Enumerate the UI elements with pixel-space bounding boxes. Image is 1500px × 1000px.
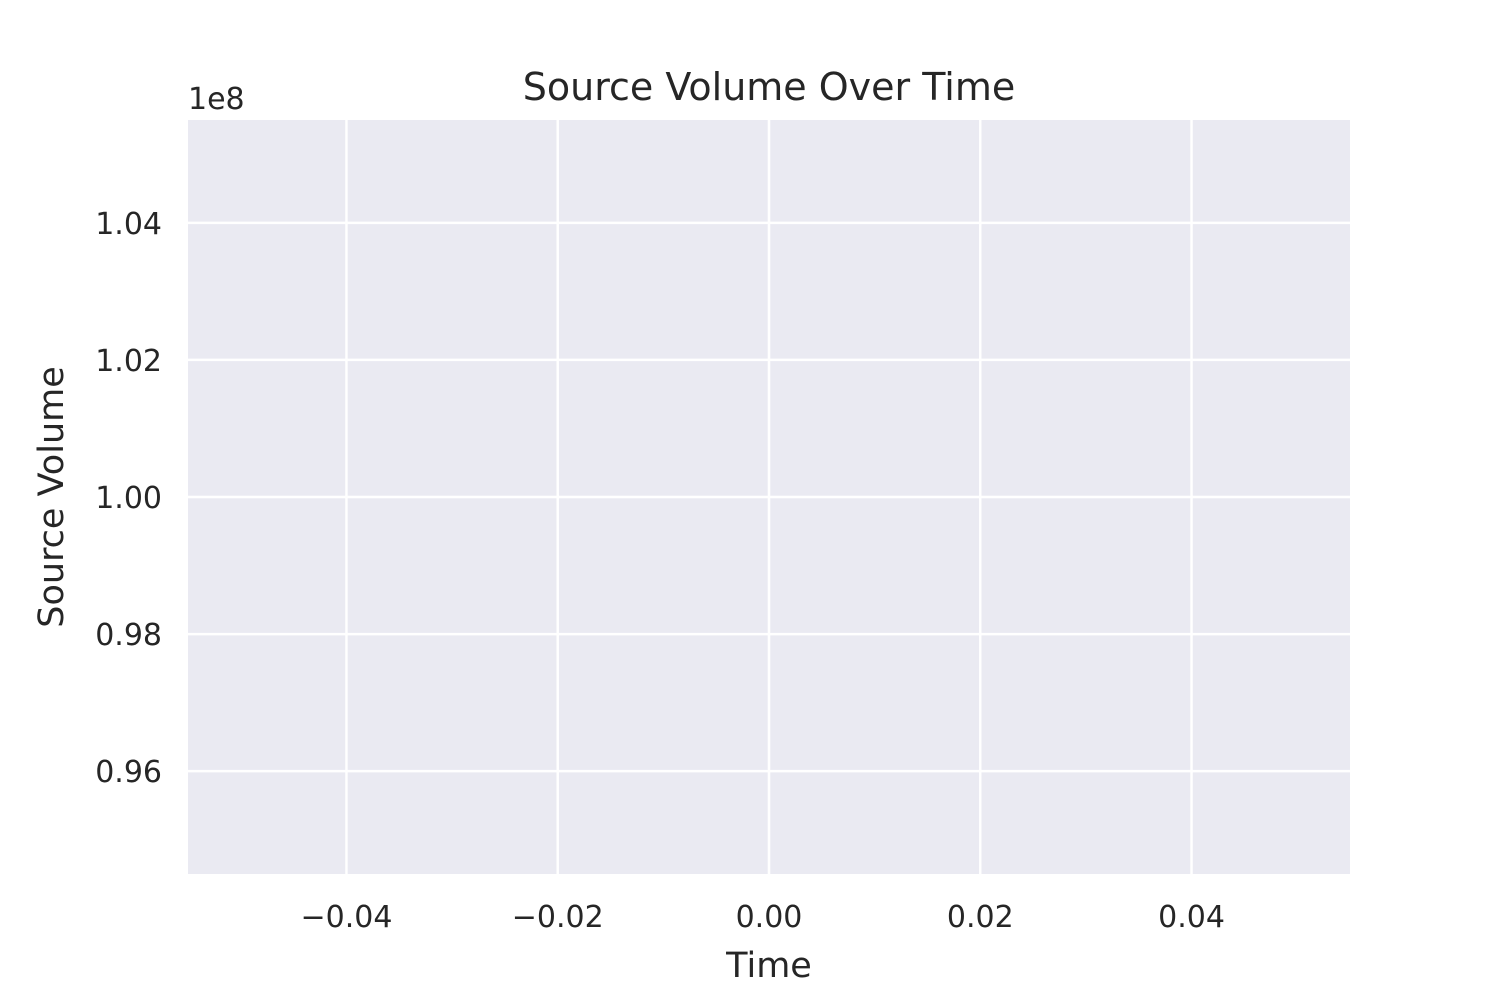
grid — [188, 120, 1350, 874]
x-tick-label: 0.02 — [947, 900, 1014, 935]
chart-title: Source Volume Over Time — [523, 65, 1015, 109]
y-tick-label: 1.00 — [95, 481, 162, 516]
x-tick-label: 0.04 — [1158, 900, 1225, 935]
y-axis-ticks: 0.96 0.98 1.00 1.02 1.04 — [95, 207, 162, 790]
y-axis-offset-label: 1e8 — [188, 82, 245, 117]
y-tick-label: 1.02 — [95, 344, 162, 379]
y-tick-label: 0.96 — [95, 755, 162, 790]
x-tick-label: 0.00 — [736, 900, 803, 935]
y-tick-label: 0.98 — [95, 618, 162, 653]
x-axis-ticks: −0.04 −0.02 0.00 0.02 0.04 — [300, 900, 1224, 935]
y-axis-label: Source Volume — [32, 366, 72, 628]
x-tick-label: −0.04 — [300, 900, 392, 935]
y-tick-label: 1.04 — [95, 207, 162, 242]
x-tick-label: −0.02 — [512, 900, 604, 935]
x-axis-label: Time — [725, 946, 812, 986]
